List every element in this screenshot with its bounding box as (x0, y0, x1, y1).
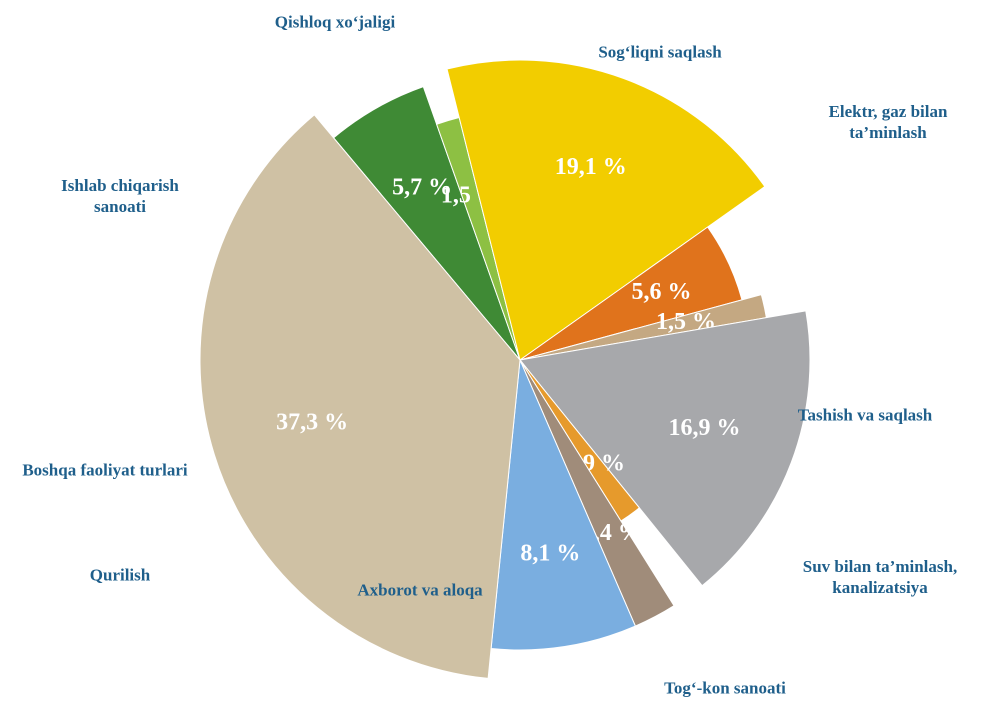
category-label: Suv bilan ta’minlash, kanalizatsiya (802, 556, 958, 597)
value-label: 19,1 % (555, 154, 627, 180)
value-label: 5,6 % (631, 279, 691, 305)
value-label: 5,7 % (392, 174, 452, 200)
value-label: 8,1 % (520, 540, 580, 566)
category-label: Qurilish (89, 565, 151, 585)
pie-slice (199, 114, 521, 679)
category-label: Qishloq xo‘jaligi (274, 12, 396, 32)
value-label: 37,3 % (276, 410, 348, 436)
category-label: Elektr, gaz bilan ta’minlash (828, 101, 948, 142)
pie-slice (490, 358, 637, 651)
pie-slice (446, 59, 766, 361)
category-label: Axborot va aloqa (357, 580, 483, 600)
category-label: Tashish va saqlash (797, 405, 933, 425)
pie-slice (519, 310, 811, 587)
category-label: Sog‘liqni saqlash (598, 42, 722, 62)
category-label: Boshqa faoliyat turlari (22, 460, 188, 480)
value-label: 16,9 % (669, 415, 741, 441)
category-label: Ishlab chiqarish sanoati (61, 175, 179, 216)
category-label: Tog‘-kon sanoati (664, 678, 786, 698)
